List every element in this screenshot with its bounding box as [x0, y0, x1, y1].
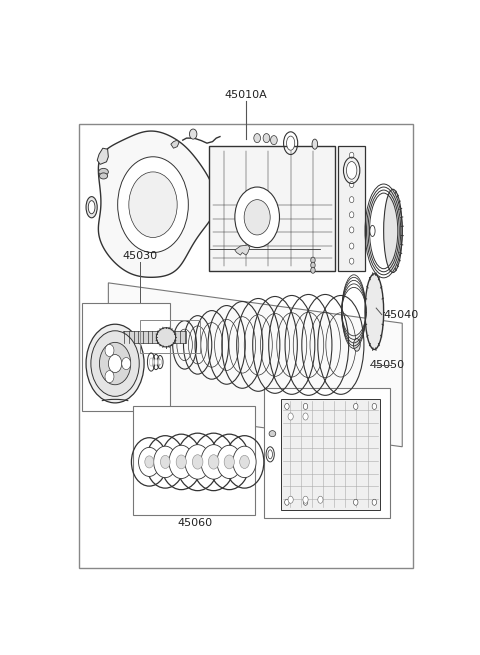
- Ellipse shape: [370, 225, 375, 236]
- Text: 45030: 45030: [122, 251, 157, 261]
- Text: 45050: 45050: [370, 360, 405, 370]
- Ellipse shape: [192, 455, 203, 469]
- Ellipse shape: [99, 173, 108, 179]
- Circle shape: [372, 403, 377, 409]
- Circle shape: [122, 358, 131, 369]
- Ellipse shape: [347, 162, 357, 179]
- Circle shape: [105, 345, 114, 356]
- Circle shape: [254, 134, 261, 143]
- Circle shape: [303, 499, 308, 505]
- Ellipse shape: [160, 455, 170, 468]
- Ellipse shape: [201, 445, 227, 479]
- Polygon shape: [98, 131, 216, 277]
- Circle shape: [349, 196, 354, 202]
- Circle shape: [353, 499, 358, 505]
- Polygon shape: [94, 139, 365, 283]
- Circle shape: [118, 157, 188, 253]
- Polygon shape: [108, 283, 402, 447]
- Circle shape: [271, 136, 277, 145]
- Circle shape: [91, 331, 139, 396]
- Text: 45040: 45040: [384, 310, 419, 320]
- Circle shape: [190, 129, 197, 139]
- Circle shape: [318, 496, 323, 503]
- Ellipse shape: [99, 168, 108, 176]
- Text: 45010A: 45010A: [225, 90, 267, 100]
- Bar: [79, 124, 413, 568]
- Circle shape: [311, 267, 315, 273]
- Circle shape: [349, 258, 354, 264]
- Circle shape: [235, 187, 279, 248]
- Polygon shape: [235, 245, 250, 255]
- Polygon shape: [132, 406, 255, 515]
- Bar: [140, 320, 200, 353]
- Circle shape: [303, 496, 308, 503]
- Ellipse shape: [365, 274, 384, 349]
- Circle shape: [288, 496, 293, 503]
- Circle shape: [86, 324, 144, 403]
- Bar: [338, 146, 365, 271]
- Ellipse shape: [149, 358, 153, 366]
- Circle shape: [244, 200, 270, 235]
- Ellipse shape: [312, 139, 318, 149]
- Circle shape: [303, 403, 308, 409]
- Circle shape: [349, 212, 354, 218]
- Polygon shape: [97, 148, 108, 164]
- Bar: [123, 331, 186, 343]
- Ellipse shape: [86, 196, 97, 218]
- Circle shape: [349, 166, 354, 172]
- Ellipse shape: [208, 455, 219, 469]
- Ellipse shape: [268, 450, 273, 459]
- Text: 45060: 45060: [177, 518, 212, 529]
- Circle shape: [303, 413, 308, 420]
- Circle shape: [105, 371, 114, 383]
- Ellipse shape: [384, 189, 402, 272]
- Ellipse shape: [145, 456, 154, 468]
- Ellipse shape: [156, 328, 176, 347]
- Ellipse shape: [176, 455, 186, 469]
- Ellipse shape: [269, 430, 276, 437]
- Polygon shape: [171, 140, 179, 148]
- Ellipse shape: [139, 447, 160, 476]
- Circle shape: [311, 262, 315, 269]
- Circle shape: [99, 343, 131, 384]
- Circle shape: [288, 413, 293, 420]
- Circle shape: [129, 172, 177, 238]
- Polygon shape: [209, 146, 335, 271]
- Ellipse shape: [185, 445, 210, 479]
- Circle shape: [372, 499, 377, 505]
- Ellipse shape: [159, 359, 161, 365]
- Ellipse shape: [233, 446, 256, 477]
- Ellipse shape: [155, 359, 157, 365]
- Circle shape: [349, 227, 354, 233]
- Ellipse shape: [169, 445, 193, 479]
- Circle shape: [349, 243, 354, 249]
- Ellipse shape: [154, 446, 177, 477]
- Ellipse shape: [287, 136, 295, 150]
- Bar: [281, 399, 380, 510]
- Circle shape: [349, 181, 354, 187]
- Bar: [264, 388, 390, 518]
- Circle shape: [311, 257, 315, 263]
- Circle shape: [285, 499, 289, 505]
- Ellipse shape: [224, 455, 234, 469]
- Circle shape: [108, 354, 122, 373]
- Circle shape: [349, 152, 354, 159]
- Ellipse shape: [240, 455, 249, 468]
- Ellipse shape: [217, 445, 241, 479]
- Circle shape: [263, 134, 270, 143]
- Ellipse shape: [353, 339, 360, 351]
- Circle shape: [353, 403, 358, 409]
- Ellipse shape: [88, 200, 95, 214]
- Circle shape: [285, 403, 289, 409]
- Bar: [83, 303, 170, 411]
